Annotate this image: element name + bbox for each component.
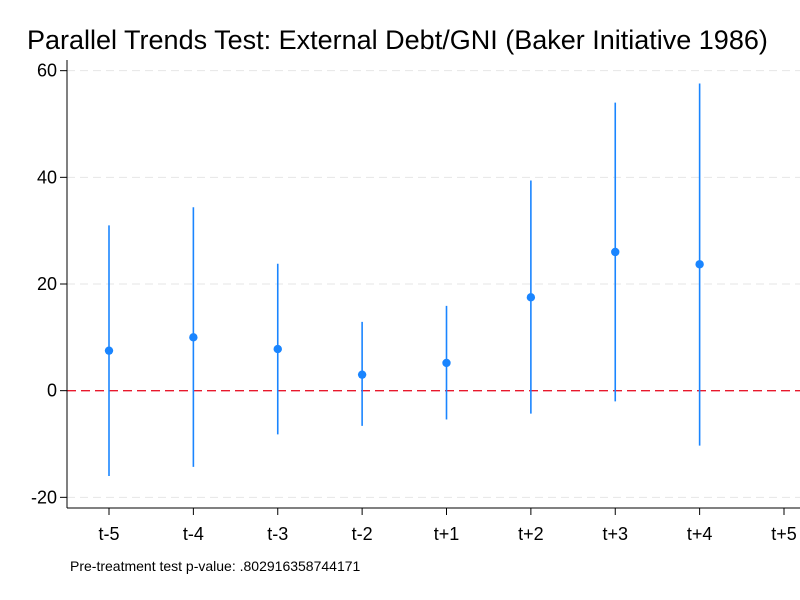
point-estimate bbox=[357, 370, 367, 379]
pretreatment-pvalue-note: Pre-treatment test p-value: .80291635874… bbox=[70, 558, 361, 574]
point-estimate bbox=[273, 344, 282, 354]
x-tick-label: t+3 bbox=[602, 524, 628, 544]
x-tick-label: t-4 bbox=[183, 524, 204, 544]
y-tick-label: 60 bbox=[37, 61, 57, 81]
chart-title: Parallel Trends Test: External Debt/GNI … bbox=[27, 25, 768, 55]
y-tick-label: 20 bbox=[37, 274, 57, 294]
point-estimate bbox=[695, 260, 704, 269]
x-tick-label: t-5 bbox=[98, 524, 119, 544]
point-estimate bbox=[611, 247, 620, 257]
x-tick-label: t+4 bbox=[687, 524, 713, 544]
point-estimate bbox=[104, 346, 114, 355]
x-tick-label: t+2 bbox=[518, 524, 544, 544]
y-tick-label: -20 bbox=[31, 487, 57, 507]
x-tick-label: t+1 bbox=[434, 524, 460, 544]
x-tick-label: t-3 bbox=[267, 524, 288, 544]
point-estimate bbox=[189, 333, 198, 342]
y-tick-label: 40 bbox=[37, 167, 57, 187]
y-tick-label: 0 bbox=[47, 381, 57, 401]
data-marks bbox=[104, 83, 704, 476]
x-tick-label: t+5 bbox=[771, 524, 797, 544]
x-tick-label: t-2 bbox=[352, 524, 373, 544]
point-estimate bbox=[442, 358, 451, 368]
axes: -20 0 20 40 60 t-5 t-4 t-3 t-2 t+1 t+2 t+3 t+4 t+5 bbox=[31, 60, 800, 544]
point-estimate bbox=[526, 293, 536, 302]
gridlines bbox=[67, 70, 800, 498]
